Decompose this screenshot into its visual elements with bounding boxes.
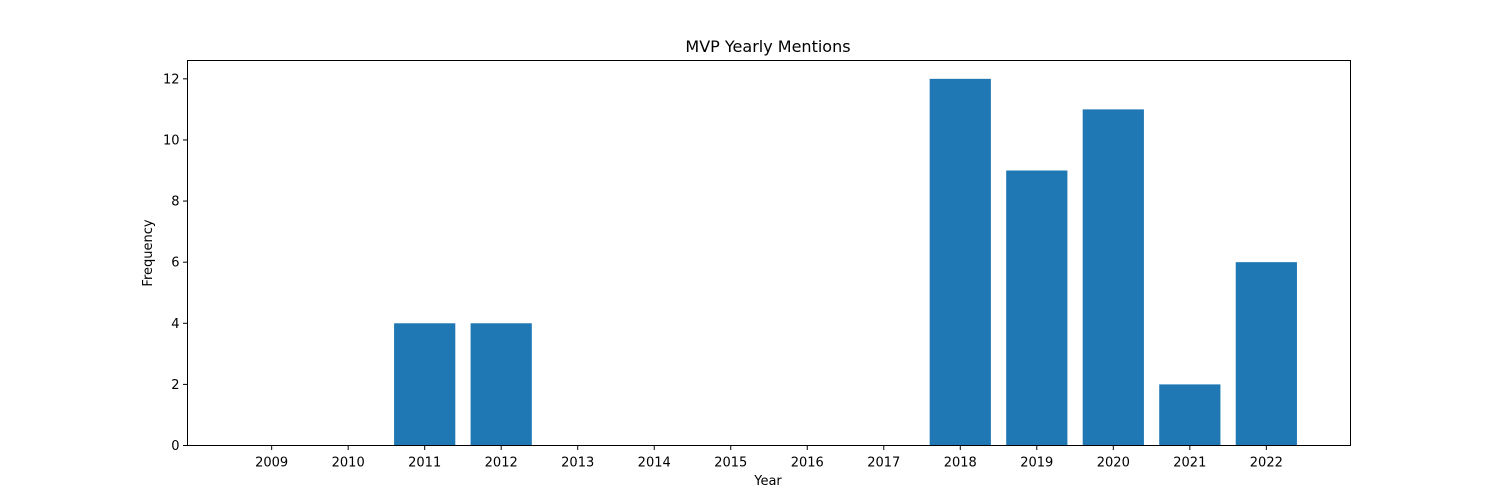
y-tick-label-12: 12 xyxy=(163,72,180,87)
x-tick-label-2018: 2018 xyxy=(944,456,977,471)
bar-2012 xyxy=(470,323,532,446)
x-tick-label-2015: 2015 xyxy=(714,456,747,471)
x-tick-label-2017: 2017 xyxy=(867,456,900,471)
x-tick-label-2016: 2016 xyxy=(791,456,824,471)
bar-2019 xyxy=(1006,170,1068,446)
y-axis-ticks: 0 2 4 6 8 10 12 xyxy=(163,72,188,454)
x-tick-label-2014: 2014 xyxy=(638,456,671,471)
x-axis-ticks: 2009 2010 2011 2012 2013 2014 2015 2016 2017 2018… xyxy=(255,445,1283,471)
y-tick-label-8: 8 xyxy=(171,195,179,210)
x-tick-label-2019: 2019 xyxy=(1020,456,1053,471)
chart-title: MVP Yearly Mentions xyxy=(685,37,850,56)
plot-frame xyxy=(187,60,1351,446)
x-tick-label-2022: 2022 xyxy=(1250,456,1283,471)
bar-2021 xyxy=(1159,384,1221,446)
bar-2020 xyxy=(1082,109,1144,446)
x-tick-label-2021: 2021 xyxy=(1173,456,1206,471)
bar-2011 xyxy=(394,323,456,446)
x-tick-label-2020: 2020 xyxy=(1097,456,1130,471)
bar-2018 xyxy=(929,78,991,446)
x-tick-label-2013: 2013 xyxy=(561,456,594,471)
y-tick-label-6: 6 xyxy=(171,256,179,271)
bars-group xyxy=(394,78,1297,446)
x-tick-label-2010: 2010 xyxy=(332,456,365,471)
x-tick-label-2011: 2011 xyxy=(408,456,441,471)
y-tick-label-10: 10 xyxy=(163,133,180,148)
y-axis-label: Frequency xyxy=(141,219,156,286)
y-tick-label-0: 0 xyxy=(171,439,179,454)
x-tick-label-2009: 2009 xyxy=(255,456,288,471)
x-axis-label: Year xyxy=(753,474,782,489)
x-tick-label-2012: 2012 xyxy=(485,456,518,471)
bar-2022 xyxy=(1235,262,1297,446)
y-tick-label-4: 4 xyxy=(171,317,179,332)
y-tick-label-2: 2 xyxy=(171,378,179,393)
